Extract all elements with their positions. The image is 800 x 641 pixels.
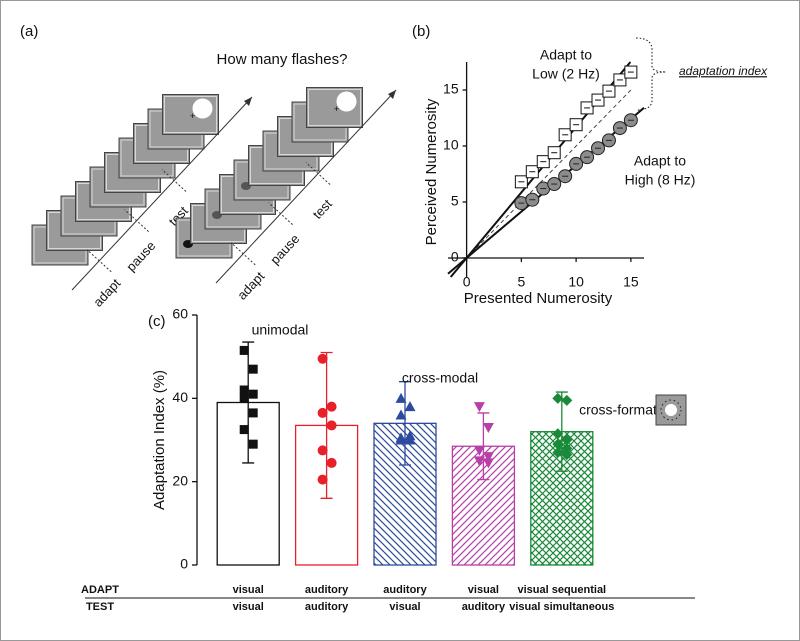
fixation: + — [190, 111, 195, 121]
annotation: Low (2 Hz) — [532, 66, 600, 82]
point — [395, 392, 407, 403]
arrow-head — [244, 97, 252, 106]
point — [561, 442, 573, 454]
point — [482, 452, 494, 463]
panel-label: (b) — [412, 23, 430, 40]
phase-divider — [268, 202, 293, 226]
icon-dots — [660, 399, 682, 421]
point — [239, 345, 249, 355]
row-label: TEST — [86, 601, 114, 613]
panel-b: (b) 0 5 10 15 0 5 10 15 Presented Numerosity Perce… — [412, 23, 768, 307]
index-brace — [635, 37, 667, 111]
frame-inner — [164, 96, 217, 133]
adapt-label: visual — [233, 584, 264, 596]
x-tick-label: 5 — [517, 274, 525, 290]
y-tick-label: 0 — [451, 249, 459, 265]
y-tick-label: 10 — [443, 137, 459, 153]
phase-divider — [230, 242, 256, 266]
annotation: Adapt to — [634, 153, 686, 169]
x-tick-label: 0 — [463, 274, 471, 290]
y-axis-label: Perceived Numerosity — [423, 98, 440, 245]
point — [326, 420, 337, 431]
point — [239, 393, 249, 403]
annotation: cross-modal — [402, 370, 478, 386]
point — [473, 402, 485, 413]
y-tick-label: 60 — [172, 306, 188, 322]
test-label: visual — [233, 601, 264, 613]
time-arrow — [71, 96, 253, 291]
point — [561, 434, 573, 446]
flash — [336, 91, 357, 112]
phase-divider — [305, 162, 331, 185]
point — [248, 439, 258, 449]
phase-divider — [86, 249, 112, 273]
point — [404, 434, 416, 445]
point — [473, 456, 485, 467]
panel-label: (c) — [148, 313, 166, 330]
point — [248, 408, 258, 418]
point — [248, 364, 258, 374]
point — [552, 438, 564, 450]
point — [317, 353, 328, 364]
point — [326, 457, 337, 468]
x-tick-label: 15 — [623, 274, 639, 290]
point — [317, 445, 328, 456]
y-tick-label: 40 — [172, 389, 188, 405]
point — [552, 392, 564, 404]
error-bar — [399, 381, 411, 466]
y-axis-label: Adaptation Index (%) — [151, 370, 168, 510]
error-bar — [555, 391, 568, 472]
panel-c: (c) 0 20 40 60 Adaptation Index (%) ADAPT TEST v… — [81, 306, 695, 613]
test-label: auditory — [305, 601, 349, 613]
phase-divider — [161, 169, 187, 192]
annotation: unimodal — [252, 322, 309, 338]
adapt-label: auditory — [305, 584, 349, 596]
test-label: visual simultaneous — [509, 601, 614, 613]
row-label: ADAPT — [81, 584, 119, 596]
flash — [192, 98, 213, 119]
annotation: Adapt to — [540, 47, 592, 63]
annotation: adaptation index — [679, 64, 768, 78]
adapt-label: visual — [468, 584, 499, 596]
fixation: + — [334, 104, 339, 114]
adapt-label: auditory — [383, 584, 427, 596]
arrow-head — [388, 90, 396, 99]
panel-label: (a) — [20, 23, 38, 40]
y-tick-label: 15 — [443, 81, 459, 97]
y-tick-label: 20 — [172, 472, 188, 488]
point — [561, 394, 573, 406]
point — [317, 407, 328, 418]
time-arrow — [215, 89, 397, 284]
point — [552, 447, 564, 458]
adapt-label: visual sequential — [517, 584, 606, 596]
test-label: auditory — [462, 601, 506, 613]
point — [473, 445, 485, 456]
point — [395, 409, 407, 420]
panel-a: (a) How many flashes? +++++adaptpausetes… — [20, 23, 397, 310]
frame-inner — [308, 89, 361, 126]
question: How many flashes? — [217, 51, 348, 68]
point — [326, 401, 337, 412]
point — [248, 389, 258, 399]
icon-disc — [665, 404, 677, 416]
y-tick-label: 0 — [180, 556, 188, 572]
point — [317, 474, 328, 485]
point — [239, 385, 249, 395]
point — [404, 401, 416, 412]
x-tick-label: 10 — [568, 274, 584, 290]
annotation: High (8 Hz) — [625, 172, 696, 188]
point — [239, 425, 249, 435]
point — [552, 428, 564, 440]
annotation: cross-format — [579, 402, 657, 418]
x-axis-label: Presented Numerosity — [464, 290, 613, 307]
point — [482, 423, 494, 433]
phase-divider — [124, 209, 149, 233]
point — [395, 434, 407, 445]
y-tick-label: 5 — [451, 193, 459, 209]
point — [561, 449, 573, 461]
test-label: visual — [389, 601, 420, 613]
point — [482, 458, 494, 469]
